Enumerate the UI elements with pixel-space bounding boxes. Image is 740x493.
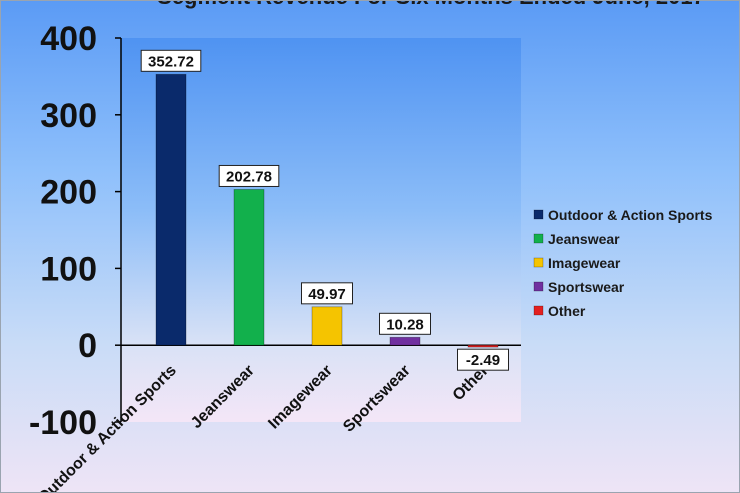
bar-1 (233, 189, 265, 346)
data-label-text: 352.72 (148, 53, 194, 70)
bar-2 (311, 306, 343, 346)
legend-item: Outdoor & Action Sports (533, 207, 713, 223)
data-label: -2.49 (457, 348, 509, 371)
legend-swatch (533, 281, 544, 292)
data-label-box (457, 348, 509, 371)
legend-item: Imagewear (533, 255, 621, 271)
chart-title: Segment Revenue For Six Months Ended Jun… (157, 1, 705, 9)
data-label: 10.28 (379, 312, 431, 335)
legend-label: Outdoor & Action Sports (548, 207, 713, 223)
plot-area (121, 38, 521, 422)
legend-label: Other (548, 303, 586, 319)
y-tick-label: 100 (40, 250, 97, 288)
legend-label: Imagewear (548, 255, 621, 271)
legend-swatch (533, 209, 544, 220)
bar-3 (389, 336, 421, 346)
legend-item: Jeanswear (533, 231, 620, 247)
data-label-text: -2.49 (466, 352, 500, 369)
data-label-box (379, 312, 431, 335)
data-label-box (218, 164, 280, 187)
y-tick-label: 400 (40, 20, 97, 58)
y-tick-label: 200 (40, 174, 97, 212)
legend-swatch (533, 305, 544, 316)
legend-swatch (533, 233, 544, 244)
legend-label: Sportswear (548, 279, 625, 295)
y-tick-label: 300 (40, 97, 97, 135)
data-label-text: 202.78 (226, 168, 272, 185)
bars (155, 73, 499, 348)
data-label: 352.72 (140, 49, 202, 72)
legend-item: Sportswear (533, 279, 625, 295)
data-label-text: 10.28 (386, 316, 424, 333)
data-label: 202.78 (218, 164, 280, 187)
legend-label: Jeanswear (548, 231, 620, 247)
legend-swatch (533, 257, 544, 268)
data-label: 49.97 (301, 282, 353, 305)
data-label-box (301, 282, 353, 305)
y-tick-label: -100 (29, 404, 97, 442)
data-labels: 352.72 202.78 49.97 10.28 -2.49 (140, 49, 509, 371)
bar-4 (467, 344, 499, 348)
bar-0 (155, 73, 187, 346)
legend: Outdoor & Action Sports Jeanswear Imagewea… (533, 207, 713, 319)
data-label-box (140, 49, 202, 72)
y-tick-label: 0 (78, 327, 97, 365)
data-label-text: 49.97 (308, 286, 346, 303)
legend-item: Other (533, 303, 586, 319)
